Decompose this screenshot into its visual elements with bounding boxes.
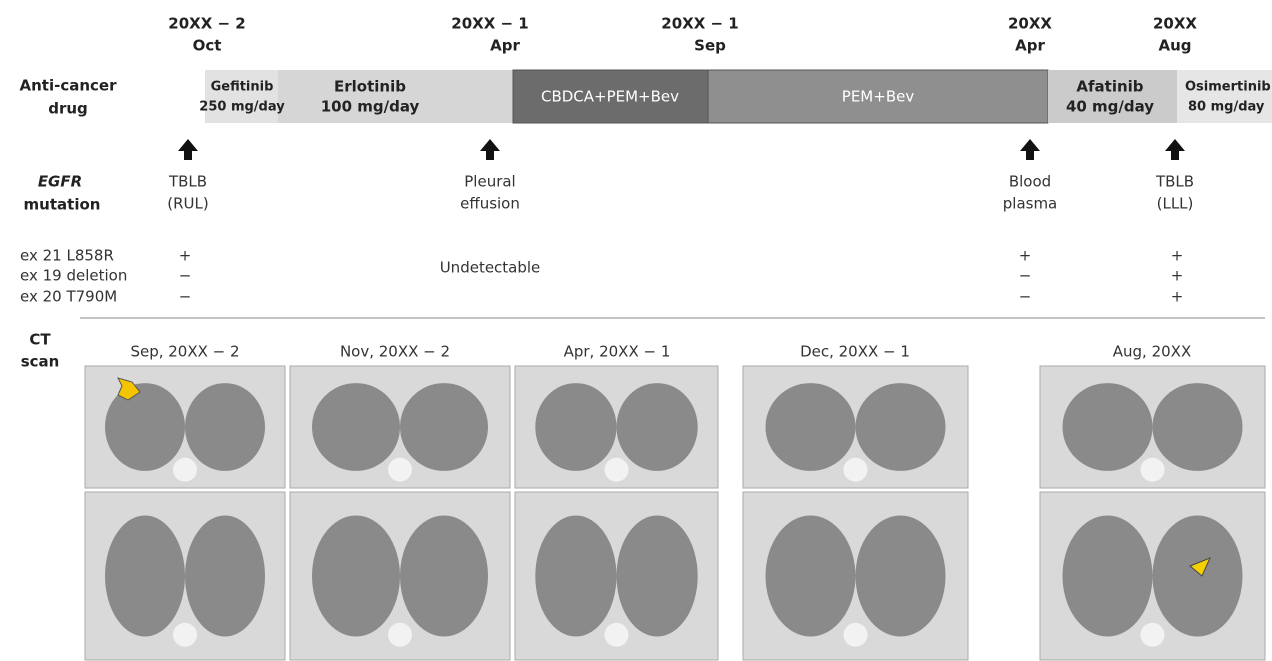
lung [766, 383, 856, 471]
spine [173, 458, 197, 482]
result: + [1171, 267, 1184, 285]
ct-images: Sep, 20XX − 2 Nov, 20XX − 2 Apr, 20XX − 1 D… [85, 343, 1265, 661]
drug-name: Afatinib [1076, 78, 1143, 96]
drug-name: PEM+Bev [842, 88, 915, 106]
mutation-label: ex 20 T790M [20, 288, 117, 306]
result: − [1019, 267, 1032, 285]
result: + [179, 247, 192, 265]
spine [388, 623, 412, 647]
date-month: Sep [694, 37, 726, 55]
spine [605, 458, 629, 482]
spine [1141, 623, 1165, 647]
sample: TBLB [1155, 173, 1194, 191]
results: + − − + − − + + + [179, 247, 1184, 306]
lung [617, 383, 698, 471]
figure: 20XX − 2 Oct 20XX − 1 Apr 20XX − 1 Sep 2… [0, 0, 1272, 661]
mutation-label: ex 21 L858R [20, 247, 114, 265]
lung [312, 516, 400, 637]
lung [105, 383, 185, 471]
drug-name: Osimertinib [1185, 80, 1271, 95]
drug-dose: 40 mg/day [1066, 98, 1154, 116]
sample: (LLL) [1157, 195, 1194, 213]
arrow [1165, 139, 1185, 160]
date-year: 20XX [1008, 15, 1052, 33]
date-year: 20XX − 1 [451, 15, 528, 33]
lung [185, 516, 265, 637]
drug-name: Erlotinib [334, 78, 406, 96]
sample: Pleural [464, 173, 515, 191]
spine [173, 623, 197, 647]
lung [105, 516, 185, 637]
result: + [1171, 288, 1184, 306]
ct-date: Aug, 20XX [1113, 343, 1191, 361]
spine [388, 458, 412, 482]
result: + [1171, 247, 1184, 265]
timeline: 20XX − 2 Oct 20XX − 1 Apr 20XX − 1 Sep 2… [168, 15, 1197, 55]
row-label: scan [21, 353, 60, 371]
row-label: Anti-cancer [20, 77, 118, 95]
drug-dose: 80 mg/day [1188, 100, 1265, 115]
date-month: Aug [1158, 37, 1191, 55]
date-month: Oct [193, 37, 222, 55]
spine [605, 623, 629, 647]
drug-dose: 250 mg/day [199, 100, 285, 115]
drug-segment [205, 70, 278, 123]
spine [844, 458, 868, 482]
drug-segment [1177, 70, 1272, 123]
lung [856, 516, 946, 637]
row-label-gene: EGFR [38, 173, 82, 191]
lung [1153, 383, 1243, 471]
sample: (RUL) [167, 195, 208, 213]
sample: TBLB [168, 173, 207, 191]
sample: plasma [1003, 195, 1058, 213]
date-year: 20XX [1153, 15, 1197, 33]
lung [1153, 516, 1243, 637]
ct-date: Nov, 20XX − 2 [340, 343, 450, 361]
date-year: 20XX − 2 [168, 15, 245, 33]
drug-bar: Gefitinib 250 mg/day Erlotinib 100 mg/da… [199, 70, 1272, 123]
result: − [179, 288, 192, 306]
lung [400, 516, 488, 637]
ct-date: Apr, 20XX − 1 [564, 343, 671, 361]
lung [1063, 516, 1153, 637]
spine [844, 623, 868, 647]
date-month: Apr [1015, 37, 1045, 55]
ct-date: Dec, 20XX − 1 [800, 343, 910, 361]
sample: effusion [460, 195, 520, 213]
date-month: Apr [490, 37, 520, 55]
lung [766, 516, 856, 637]
drug-name: CBDCA+PEM+Bev [541, 88, 679, 106]
lung [617, 516, 698, 637]
spine [1141, 458, 1165, 482]
arrow [178, 139, 198, 160]
ct-date: Sep, 20XX − 2 [130, 343, 239, 361]
arrows [178, 139, 1185, 160]
row-label: drug [48, 100, 88, 118]
lung [535, 383, 616, 471]
result: − [1019, 288, 1032, 306]
result: + [1019, 247, 1032, 265]
arrow [480, 139, 500, 160]
page: 20XX − 2 Oct 20XX − 1 Apr 20XX − 1 Sep 2… [0, 0, 1272, 661]
date-year: 20XX − 1 [661, 15, 738, 33]
undetectable: Undetectable [440, 259, 541, 277]
mutation-label: ex 19 deletion [20, 267, 127, 285]
drug-dose: 100 mg/day [321, 98, 420, 116]
row-label: CT [29, 331, 51, 349]
lung [856, 383, 946, 471]
lung [1063, 383, 1153, 471]
drug-name: Gefitinib [211, 80, 274, 95]
arrow [1020, 139, 1040, 160]
lung [185, 383, 265, 471]
lung [312, 383, 400, 471]
sample: Blood [1009, 173, 1051, 191]
lung [400, 383, 488, 471]
result: − [179, 267, 192, 285]
lung [535, 516, 616, 637]
row-label: mutation [24, 196, 101, 214]
